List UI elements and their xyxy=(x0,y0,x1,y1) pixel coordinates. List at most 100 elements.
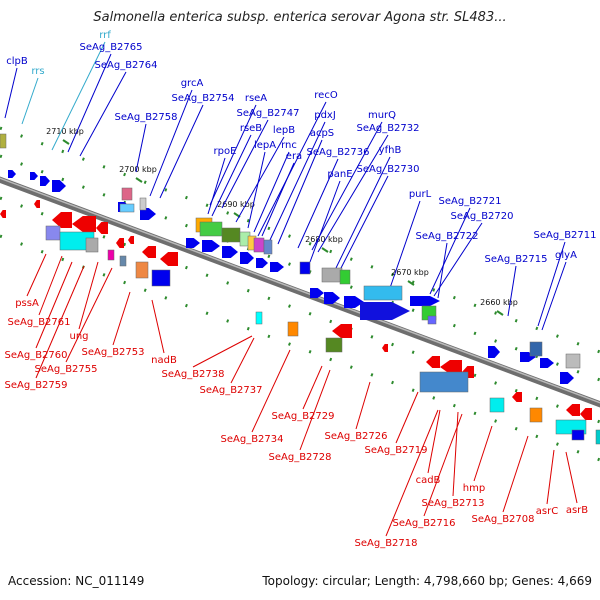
gene-box xyxy=(427,315,437,325)
gene-arrow-forward xyxy=(360,302,410,320)
top-leader-line xyxy=(541,261,567,331)
gene-arrow-forward xyxy=(540,358,554,368)
gene-arrow-reverse xyxy=(34,200,40,208)
gene-label-top: lepA xyxy=(254,140,276,151)
bottom-leader-line xyxy=(151,299,165,354)
top-leader-line xyxy=(67,53,112,153)
gene-label-top: recO xyxy=(314,90,338,101)
tick-label: 2680 kbp xyxy=(305,235,343,244)
gene-arrow-forward xyxy=(140,208,156,220)
top-leader-line xyxy=(247,151,266,229)
gene-arrow-reverse xyxy=(440,360,462,374)
tick-label: 2690 kbp xyxy=(217,200,255,209)
gene-box xyxy=(321,267,343,283)
bottom-leader-line xyxy=(299,369,331,451)
gene-arrow-forward xyxy=(270,262,284,272)
gene-label-bottom: SeAg_B2753 xyxy=(82,347,145,358)
gene-label-top: SeAg_B2720 xyxy=(451,211,514,222)
bottom-leader-line xyxy=(355,381,371,430)
gene-box xyxy=(255,311,263,325)
bottom-leader-line xyxy=(395,391,419,444)
top-leader-line xyxy=(297,158,339,249)
bottom-leader-line xyxy=(565,451,578,504)
gene-label-top: lepB xyxy=(273,125,295,136)
gene-label-bottom: SeAg_B2716 xyxy=(393,518,456,529)
gene-label-top: rrf xyxy=(99,30,111,41)
bottom-leader-line xyxy=(26,253,47,297)
gene-label-top: SeAg_B2715 xyxy=(485,254,548,265)
top-leader-line xyxy=(335,156,391,269)
gene-label-top: SeAg_B2747 xyxy=(237,108,300,119)
tick-mark xyxy=(62,139,70,145)
gene-arrow-reverse xyxy=(160,252,178,266)
top-leader-line xyxy=(277,139,323,245)
gene-label-bottom: hmp xyxy=(463,483,485,494)
top-leader-line xyxy=(149,89,193,197)
bottom-leader-line xyxy=(385,409,439,537)
tick-label: 2670 kbp xyxy=(391,268,429,277)
gene-box xyxy=(565,353,581,369)
gene-box xyxy=(339,269,351,285)
tick-label: 2660 kbp xyxy=(480,298,518,307)
gene-arrow-reverse xyxy=(0,210,6,218)
top-leader-line xyxy=(507,265,517,317)
gene-arrow-forward xyxy=(410,296,440,306)
gene-arrow-forward xyxy=(256,258,268,268)
bottom-leader-line xyxy=(502,435,529,513)
gene-box xyxy=(419,371,469,393)
gene-arrow-forward xyxy=(186,238,200,248)
top-leader-line xyxy=(135,123,147,173)
bottom-leader-line xyxy=(38,255,63,316)
top-leader-line xyxy=(433,222,483,297)
top-leader-line xyxy=(207,157,226,215)
top-leader-line xyxy=(211,134,252,217)
bottom-leader-line xyxy=(112,291,131,346)
bottom-leader-line xyxy=(423,413,463,517)
gene-box xyxy=(139,197,147,211)
gene-label-top: acpS xyxy=(310,128,334,139)
gene-arrow-reverse xyxy=(566,404,580,416)
gene-label-bottom: pssA xyxy=(15,298,39,309)
gene-label-bottom: SeAg_B2760 xyxy=(5,350,68,361)
gene-label-top: SeAg_B2758 xyxy=(115,112,178,123)
gene-label-top: purL xyxy=(409,189,432,200)
bottom-leader-line xyxy=(78,261,99,330)
top-leader-line xyxy=(51,41,106,151)
gene-box xyxy=(119,203,135,213)
gene-arrow-forward xyxy=(8,170,16,178)
top-leader-line xyxy=(21,77,39,125)
bottom-leader-line xyxy=(546,449,555,505)
gene-label-bottom: SeAg_B2713 xyxy=(422,498,485,509)
bottom-leader-line xyxy=(35,261,73,349)
top-leader-line xyxy=(209,104,257,206)
gene-arrow-forward xyxy=(344,296,364,308)
gene-box xyxy=(571,429,585,441)
top-leader-line xyxy=(537,241,566,327)
gene-label-top: SeAg_B2732 xyxy=(357,123,420,134)
gene-label-bottom: SeAg_B2755 xyxy=(35,364,98,375)
gene-arrow-reverse xyxy=(116,238,124,248)
gene-box xyxy=(299,261,311,275)
tick-mark xyxy=(135,177,143,183)
gene-arrow-forward xyxy=(40,176,50,186)
top-leader-line xyxy=(221,119,269,209)
gene-label-top: rseA xyxy=(245,93,267,104)
bottom-leader-line xyxy=(473,425,493,482)
gene-arrow-reverse xyxy=(382,344,388,352)
gene-label-top: rrs xyxy=(31,66,44,77)
gene-box xyxy=(263,239,273,255)
genome-backbone xyxy=(0,176,600,408)
gene-arrow-forward xyxy=(202,240,220,252)
gene-label-top: SeAg_B2754 xyxy=(172,93,235,104)
gene-arrow-reverse xyxy=(580,408,592,420)
tick-mark xyxy=(496,310,504,316)
gene-label-top: SeAg_B2765 xyxy=(80,42,143,53)
bottom-leader-line xyxy=(192,335,253,368)
gene-box xyxy=(121,187,133,201)
gene-box xyxy=(529,341,543,357)
bottom-leader-line xyxy=(65,267,113,363)
gene-box xyxy=(119,255,127,267)
gene-label-bottom: asrB xyxy=(566,505,588,516)
top-leader-line xyxy=(429,207,471,295)
gene-label-top: panE xyxy=(327,169,352,180)
